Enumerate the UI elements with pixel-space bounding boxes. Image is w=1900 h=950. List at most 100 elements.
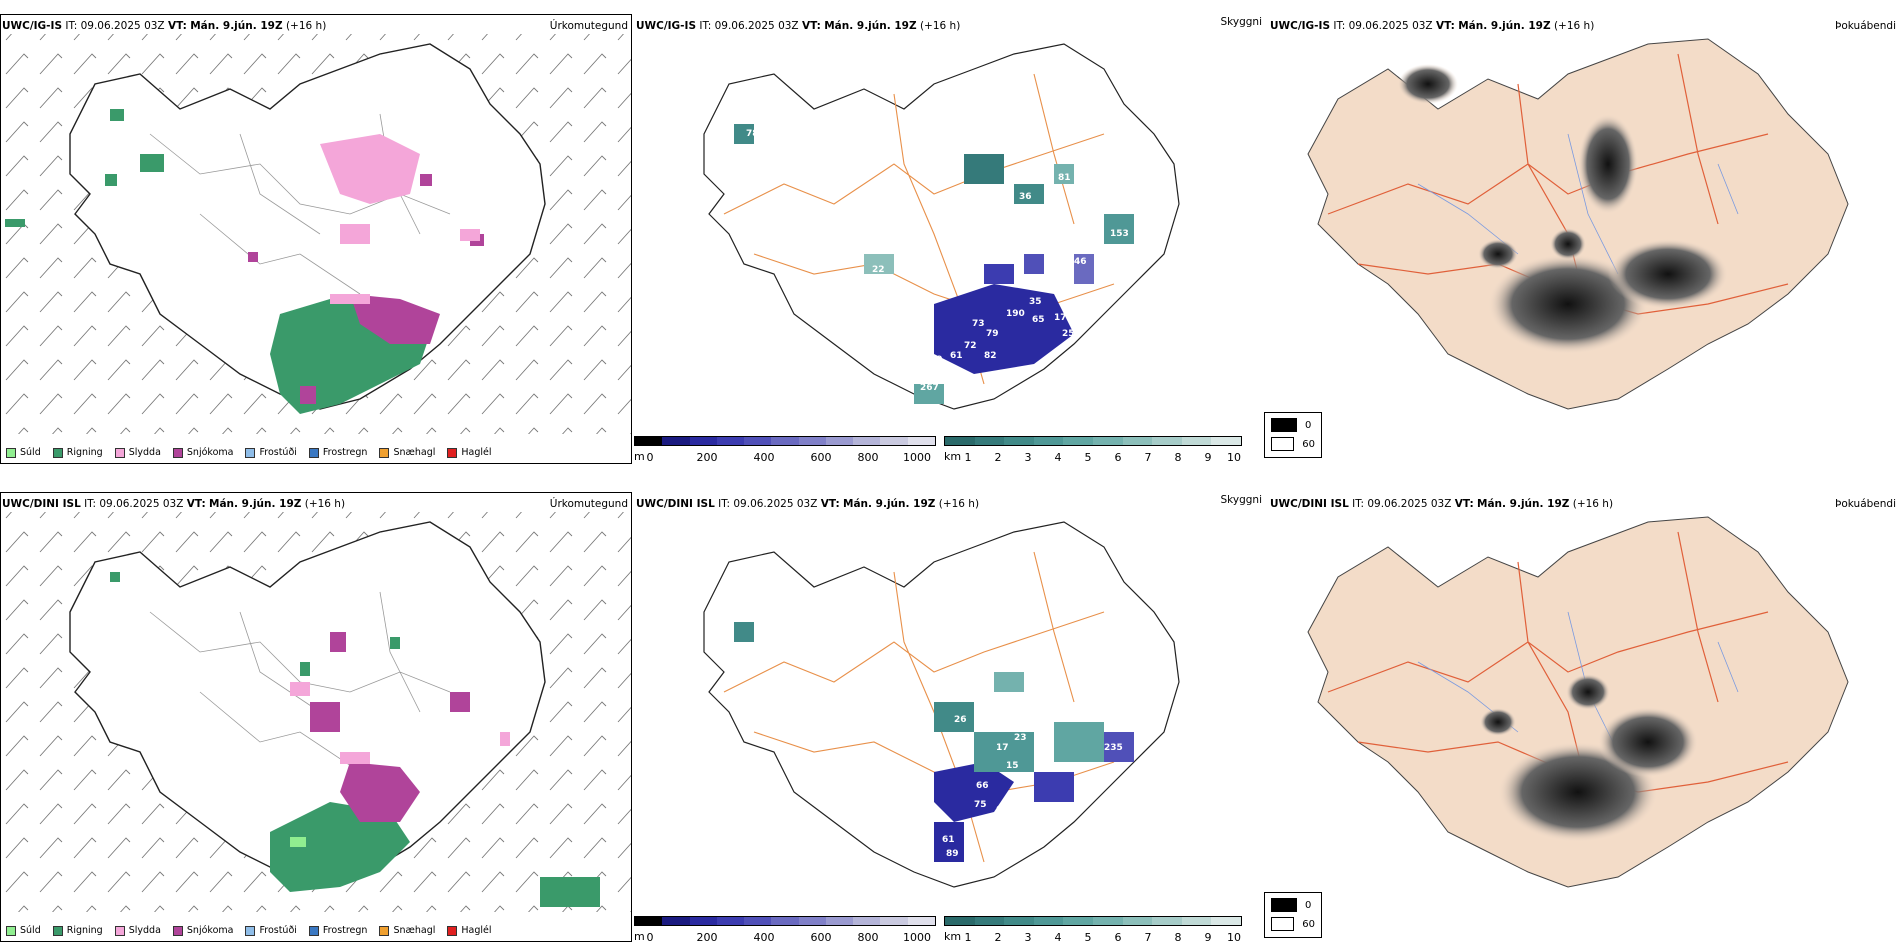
cloud-map-top: 78 81 98 36 22 46 153 35 190 65 174 73 7…: [703, 43, 1180, 410]
svg-text:17: 17: [996, 743, 1009, 753]
fog-legend-row: 0: [1271, 418, 1315, 432]
legend-item-snjokoma: Snjókoma: [172, 925, 233, 936]
precip-legend: Súld Rigning Slydda Snjókoma Frostúði Fr…: [6, 925, 492, 936]
legend-swatch: [6, 447, 16, 458]
precip-snow-bottom: [310, 632, 470, 822]
svg-text:81: 81: [1058, 173, 1071, 183]
legend-item-snaehagl: Snæhagl: [379, 925, 435, 936]
height-colorbar: [634, 436, 936, 446]
height-unit: m: [634, 930, 645, 943]
iceland-outline: [69, 521, 546, 888]
svg-text:153: 153: [1110, 229, 1129, 239]
svg-text:174: 174: [1054, 313, 1073, 323]
svg-text:15: 15: [1006, 761, 1019, 771]
svg-text:63: 63: [996, 805, 1009, 815]
legend-item-slydda: Slydda: [114, 447, 161, 458]
visibility-ticks: 1 2 3 4 5 6 7 8 9 10: [964, 931, 1242, 944]
panel-title: Skyggni: [1220, 16, 1263, 28]
precip-map-bottom: [1, 512, 631, 912]
valid-time: Mán. 9.jún. 19Z: [209, 498, 302, 510]
legend-swatch: [114, 447, 125, 458]
panel-title: Þokuábendi: [1835, 20, 1896, 32]
model-name: UWC/DINI ISL: [2, 498, 81, 510]
fog-panel-bottom: UWC/DINI ISL IT: 09.06.2025 03Z VT: Mán.…: [1268, 492, 1900, 942]
height-colorbar-top: m 0 200 400 600 800 1000: [634, 436, 936, 466]
svg-text:98: 98: [969, 187, 982, 197]
svg-text:66: 66: [976, 781, 989, 791]
precip-map-top: [1, 34, 631, 434]
iceland-outline: [1307, 38, 1849, 410]
init-time: 09.06.2025 03Z: [99, 498, 184, 510]
svg-text:51: 51: [1066, 803, 1079, 813]
svg-text:73: 73: [972, 319, 985, 329]
svg-text:99: 99: [930, 355, 943, 365]
legend-item-sudl: Súld: [6, 447, 41, 458]
svg-text:26: 26: [954, 715, 967, 725]
fog-legend-row: 0: [1271, 898, 1315, 912]
height-ticks: 0 200 400 600 800 1000: [646, 451, 932, 464]
legend-swatch: [379, 447, 390, 458]
legend-item-hagel: Haglél: [447, 447, 492, 458]
precip-rain-bottom: [110, 572, 600, 907]
precip-sleet-top: [320, 134, 480, 304]
init-time: 09.06.2025 03Z: [80, 20, 165, 32]
legend-item-frostudi: Frostúði: [245, 447, 297, 458]
legend-item-snaehagl: Snæhagl: [379, 447, 435, 458]
legend-swatch: [172, 447, 183, 458]
fog-panel-top: UWC/IG-IS IT: 09.06.2025 03Z VT: Mán. 9.…: [1268, 14, 1900, 464]
cloud-high-bottom: [934, 732, 1134, 862]
visibility-ticks: 1 2 3 4 5 6 7 8 9 10: [964, 451, 1242, 464]
cloud-panel-top: 78 81 98 36 22 46 153 35 190 65 174 73 7…: [634, 14, 1266, 464]
svg-text:79: 79: [986, 329, 999, 339]
legend-item-sudl: Súld: [6, 925, 41, 936]
svg-text:190: 190: [1006, 309, 1025, 319]
precip-panel-bottom: UWC/DINI ISL IT: 09.06.2025 03Z VT: Mán.…: [0, 492, 632, 942]
legend-item-rigning: Rigning: [52, 447, 103, 458]
visibility-unit: km: [944, 450, 962, 463]
cloud-high-top: [934, 254, 1094, 374]
legend-item-snjokoma: Snjókoma: [172, 447, 233, 458]
height-ticks: 0 200 400 600 800 1000: [646, 931, 932, 944]
svg-text:75: 75: [974, 800, 987, 810]
svg-text:65: 65: [1032, 315, 1045, 325]
fog-map-bottom: [1307, 516, 1849, 888]
svg-text:36: 36: [1019, 192, 1032, 202]
panel-title: Þokuábendi: [1835, 498, 1896, 510]
svg-text:254: 254: [1062, 329, 1081, 339]
svg-text:35: 35: [1029, 297, 1042, 307]
panel-title: Skyggni: [1220, 494, 1263, 506]
svg-text:22: 22: [872, 265, 885, 275]
row-header: UWC/DINI ISL IT: 09.06.2025 03Z VT: Mán.…: [636, 498, 980, 510]
height-colorbar-bottom: m 0 200 400 600 800 1000: [634, 916, 936, 946]
cloud-labels-bottom: 26 17 23 15 66 235 75 63 51 61 89 112: [942, 715, 1123, 875]
visibility-colorbar-bottom: km 1 2 3 4 5 6 7 8 9 10: [944, 916, 1242, 946]
svg-text:23: 23: [1014, 733, 1027, 743]
legend-item-slydda: Slydda: [114, 925, 161, 936]
cloud-vis-top: [734, 124, 1134, 404]
svg-text:78: 78: [746, 129, 759, 139]
legend-swatch: [308, 447, 319, 458]
svg-text:112: 112: [942, 865, 961, 875]
svg-text:61: 61: [950, 351, 963, 361]
svg-text:82: 82: [984, 351, 997, 361]
precip-frame: [0, 492, 632, 942]
visibility-colorbar: [944, 436, 1242, 446]
cloud-map-bottom: 26 17 23 15 66 235 75 63 51 61 89 112: [703, 521, 1180, 888]
row-header: UWC/IG-IS IT: 09.06.2025 03Z VT: Mán. 9.…: [2, 20, 326, 32]
it-label: IT:: [65, 20, 78, 32]
height-colorbar: [634, 916, 936, 926]
precip-sleet-bottom: [290, 682, 510, 764]
legend-item-rigning: Rigning: [52, 925, 103, 936]
valid-time: Mán. 9.jún. 19Z: [190, 20, 283, 32]
legend-swatch: [52, 447, 63, 458]
cloud-panel-bottom: 26 17 23 15 66 235 75 63 51 61 89 112 UW…: [634, 492, 1266, 942]
row-header: UWC/DINI ISL IT: 09.06.2025 03Z VT: Mán.…: [1270, 498, 1614, 510]
precip-frame: [0, 14, 632, 464]
height-unit: m: [634, 450, 645, 463]
panel-title: Úrkomutegund: [549, 20, 628, 32]
legend-item-hagel: Haglél: [447, 925, 492, 936]
legend-swatch: [245, 447, 256, 458]
visibility-colorbar: [944, 916, 1242, 926]
row-header: UWC/IG-IS IT: 09.06.2025 03Z VT: Mán. 9.…: [1270, 20, 1595, 32]
precip-panel-top: UWC/IG-IS IT: 09.06.2025 03Z VT: Mán. 9.…: [0, 14, 632, 464]
